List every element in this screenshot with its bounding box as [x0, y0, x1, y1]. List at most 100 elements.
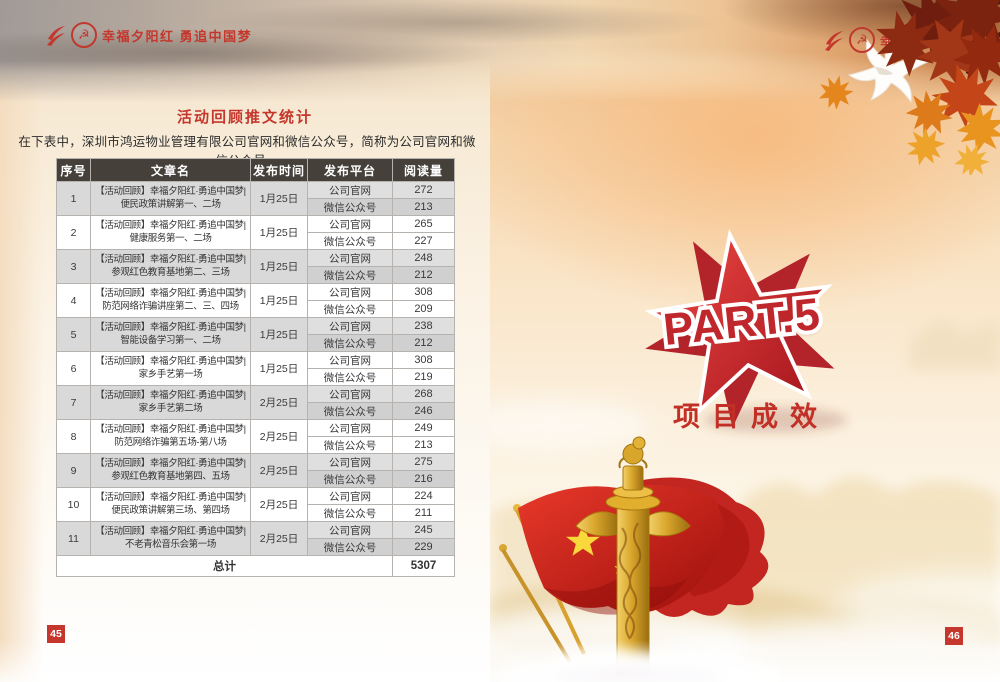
- bottom-fade: [0, 640, 1000, 682]
- logo-swoosh-icon: [47, 26, 65, 46]
- logo-swoosh-icon: [825, 31, 843, 51]
- table-subrow: 微信公众号 209: [57, 300, 455, 318]
- publish-date: 2月25日: [250, 453, 308, 488]
- table-subrow: 微信公众号 219: [57, 368, 455, 386]
- table-row: 5 【活动回顾】幸福夕阳红·勇追中国梦|智能设备学习第一、二场 1月25日 公司官网 2…: [56, 317, 455, 352]
- table-body: 1 【活动回顾】幸福夕阳红·勇追中国梦|便民政策讲解第一、二场 1月25日 公司官网 2…: [56, 181, 455, 577]
- read-count: 219: [392, 368, 455, 386]
- platform-name: 微信公众号: [307, 402, 393, 420]
- table-row: 8 【活动回顾】幸福夕阳红·勇追中国梦|防范网络诈骗第五场-第八场 2月25日 公司官…: [56, 419, 455, 454]
- read-count: 216: [392, 470, 455, 488]
- page-number-right: 46: [945, 627, 963, 645]
- row-number: 5: [56, 317, 91, 352]
- article-name: 【活动回顾】幸福夕阳红·勇追中国梦|智能设备学习第一、二场: [90, 317, 251, 352]
- table-row: 6 【活动回顾】幸福夕阳红·勇追中国梦|家乡手艺第一场 1月25日 公司官网 308: [56, 351, 455, 386]
- column-header: 序号: [56, 158, 91, 182]
- platform-name: 微信公众号: [307, 300, 393, 318]
- table-subrow: 微信公众号 227: [57, 232, 455, 250]
- table-subrow: 微信公众号 229: [57, 538, 455, 556]
- platform-name: 微信公众号: [307, 436, 393, 454]
- table-subrow: 微信公众号 246: [57, 402, 455, 420]
- platform-name: 公司官网: [307, 249, 393, 267]
- platform-name: 公司官网: [307, 181, 393, 199]
- read-count: 308: [392, 283, 455, 301]
- part-star-icon: [625, 220, 861, 446]
- table-row: 2 【活动回顾】幸福夕阳红·勇追中国梦|健康服务第一、二场 1月25日 公司官网 265: [56, 215, 455, 250]
- total-value: 5307: [392, 555, 455, 577]
- platform-name: 微信公众号: [307, 538, 393, 556]
- publish-date: 1月25日: [250, 351, 308, 386]
- platform-name: 微信公众号: [307, 266, 393, 284]
- table-row: 9 【活动回顾】幸福夕阳红·勇追中国梦|参观红色教育基地第四、五场 2月25日 公司官…: [56, 453, 455, 488]
- table-subrow: 微信公众号 212: [57, 334, 455, 352]
- row-number: 8: [56, 419, 91, 454]
- stats-table: 序号 文章名 发布时间 发布平台 阅读量 1 【活动回顾】幸福夕阳红·勇追中国梦|便民政策…: [56, 158, 455, 577]
- platform-name: 公司官网: [307, 453, 393, 471]
- read-count: 227: [392, 232, 455, 250]
- platform-name: 微信公众号: [307, 232, 393, 250]
- article-name: 【活动回顾】幸福夕阳红·勇追中国梦|家乡手艺第二场: [90, 385, 251, 420]
- table-header-row: 序号 文章名 发布时间 发布平台 阅读量: [56, 158, 455, 182]
- platform-name: 公司官网: [307, 317, 393, 335]
- platform-name: 公司官网: [307, 385, 393, 403]
- row-number: 2: [56, 215, 91, 250]
- publish-date: 1月25日: [250, 181, 308, 216]
- platform-name: 公司官网: [307, 419, 393, 437]
- table-row: 11 【活动回顾】幸福夕阳红·勇追中国梦|不老青松音乐会第一场 2月25日 公司官网 2…: [56, 521, 455, 556]
- table-row: 7 【活动回顾】幸福夕阳红·勇追中国梦|家乡手艺第二场 2月25日 公司官网 268: [56, 385, 455, 420]
- platform-name: 微信公众号: [307, 470, 393, 488]
- article-name: 【活动回顾】幸福夕阳红·勇追中国梦|便民政策讲解第一、二场: [90, 181, 251, 216]
- table-row: 3 【活动回顾】幸福夕阳红·勇追中国梦|参观红色教育基地第二、三场 1月25日 公司官…: [56, 249, 455, 284]
- maple-leaves-icon: [815, 0, 1000, 175]
- row-number: 9: [56, 453, 91, 488]
- logo-slogan: 幸福夕阳红 勇追中国梦: [102, 28, 253, 44]
- table-subrow: 微信公众号 213: [57, 436, 455, 454]
- publish-date: 1月25日: [250, 283, 308, 318]
- article-name: 【活动回顾】幸福夕阳红·勇追中国梦|家乡手艺第一场: [90, 351, 251, 386]
- read-count: 211: [392, 504, 455, 522]
- page-number-left: 45: [47, 625, 65, 643]
- article-name: 【活动回顾】幸福夕阳红·勇追中国梦|参观红色教育基地第二、三场: [90, 249, 251, 284]
- column-header: 文章名: [90, 158, 251, 182]
- read-count: 245: [392, 521, 455, 539]
- read-count: 209: [392, 300, 455, 318]
- section-title: 项目成效: [673, 402, 829, 432]
- read-count: 212: [392, 334, 455, 352]
- column-header: 阅读量: [392, 158, 455, 182]
- publish-date: 2月25日: [250, 521, 308, 556]
- platform-name: 微信公众号: [307, 368, 393, 386]
- platform-name: 微信公众号: [307, 504, 393, 522]
- publish-date: 1月25日: [250, 215, 308, 250]
- read-count: 212: [392, 266, 455, 284]
- read-count: 275: [392, 453, 455, 471]
- article-name: 【活动回顾】幸福夕阳红·勇追中国梦|便民政策讲解第三场、第四场: [90, 487, 251, 522]
- platform-name: 公司官网: [307, 521, 393, 539]
- table-row: 1 【活动回顾】幸福夕阳红·勇追中国梦|便民政策讲解第一、二场 1月25日 公司官网 2…: [56, 181, 455, 216]
- read-count: 248: [392, 249, 455, 267]
- table-row: 4 【活动回顾】幸福夕阳红·勇追中国梦|防范网络诈骗讲座第二、三、四场 1月25日公…: [56, 283, 455, 318]
- publish-date: 1月25日: [250, 249, 308, 284]
- platform-name: 公司官网: [307, 283, 393, 301]
- publish-date: 2月25日: [250, 419, 308, 454]
- platform-name: 公司官网: [307, 215, 393, 233]
- read-count: 272: [392, 181, 455, 199]
- read-count: 268: [392, 385, 455, 403]
- column-header: 发布平台: [307, 158, 393, 182]
- row-number: 4: [56, 283, 91, 318]
- read-count: 238: [392, 317, 455, 335]
- read-count: 246: [392, 402, 455, 420]
- read-count: 249: [392, 419, 455, 437]
- row-number: 3: [56, 249, 91, 284]
- platform-name: 公司官网: [307, 487, 393, 505]
- article-name: 【活动回顾】幸福夕阳红·勇追中国梦|健康服务第一、二场: [90, 215, 251, 250]
- row-number: 7: [56, 385, 91, 420]
- read-count: 213: [392, 436, 455, 454]
- read-count: 224: [392, 487, 455, 505]
- platform-name: 微信公众号: [307, 334, 393, 352]
- row-number: 11: [56, 521, 91, 556]
- row-number: 10: [56, 487, 91, 522]
- party-emblem-icon: ☭: [71, 22, 97, 48]
- platform-name: 公司官网: [307, 351, 393, 369]
- read-count: 308: [392, 351, 455, 369]
